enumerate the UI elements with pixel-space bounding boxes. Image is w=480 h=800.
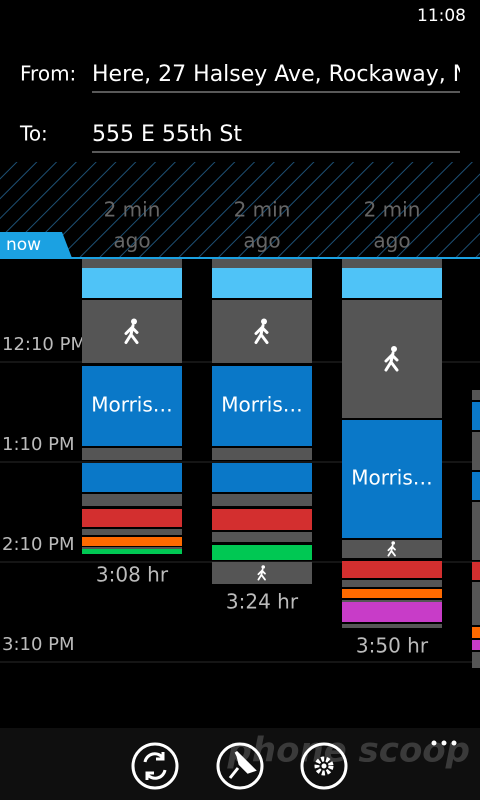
walk-body xyxy=(257,568,266,581)
duration: 3:24 hr xyxy=(226,590,299,614)
route-segment xyxy=(212,448,312,460)
hour-label: 3:10 PM xyxy=(2,634,75,655)
leg-label: Morris… xyxy=(351,466,433,490)
hour-label: 12:10 PM xyxy=(2,334,86,355)
route-segment xyxy=(212,258,312,268)
route-segment xyxy=(212,268,312,298)
route-segment xyxy=(342,268,442,298)
route-segment xyxy=(212,463,312,492)
route-segment xyxy=(342,420,442,538)
route-segment xyxy=(342,600,442,602)
now-tag xyxy=(0,232,72,258)
route-segment xyxy=(472,627,480,638)
from-label: From: xyxy=(20,62,76,86)
route-segment xyxy=(82,529,182,535)
route-segment xyxy=(472,502,480,560)
updated-line: ago xyxy=(373,229,410,253)
route-segment xyxy=(82,549,182,554)
route-segment xyxy=(212,366,312,446)
updated-line: 2 min xyxy=(234,198,291,222)
refresh-button[interactable] xyxy=(131,742,179,790)
route-segment xyxy=(82,366,182,446)
route-segment xyxy=(342,589,442,598)
route-segment xyxy=(472,582,480,625)
route-segment xyxy=(212,532,312,542)
route-column[interactable]: Morris… xyxy=(342,258,442,628)
route-segment xyxy=(342,602,442,622)
route-segment xyxy=(82,448,182,460)
walk-icon xyxy=(384,346,399,372)
duration: 3:50 hr xyxy=(356,634,429,658)
pin-button[interactable] xyxy=(216,742,264,790)
route-segment xyxy=(472,652,480,668)
route-segment xyxy=(472,472,480,500)
status-time: 11:08 xyxy=(417,6,466,26)
from-input[interactable]: Here, 27 Halsey Ave, Rockaway, N xyxy=(92,62,469,87)
walk-head xyxy=(261,565,265,569)
route-segment xyxy=(212,494,312,506)
updated-line: 2 min xyxy=(104,198,161,222)
route-segment xyxy=(82,268,182,298)
route-segment xyxy=(472,562,480,580)
route-segment xyxy=(342,580,442,587)
walk-head xyxy=(131,318,137,325)
now-label: now xyxy=(6,235,41,255)
walk-icon xyxy=(257,565,266,581)
route-segment xyxy=(342,624,442,628)
updated-line: ago xyxy=(243,229,280,253)
hour-label: 1:10 PM xyxy=(2,434,75,455)
to-input[interactable]: 555 E 55th St xyxy=(92,122,242,147)
walk-body xyxy=(124,324,139,344)
route-segment xyxy=(82,258,182,268)
updated-line: ago xyxy=(113,229,150,253)
walk-head xyxy=(391,346,397,352)
past-area xyxy=(0,162,480,258)
route-segment xyxy=(212,545,312,560)
walk-icon xyxy=(124,318,139,344)
walk-body xyxy=(384,351,399,372)
leg-label: Morris… xyxy=(221,393,303,417)
route-column[interactable]: Morris… xyxy=(82,258,182,554)
walk-head xyxy=(391,541,395,545)
to-label: To: xyxy=(19,122,48,146)
route-segment xyxy=(212,509,312,530)
hour-label: 2:10 PM xyxy=(2,534,75,555)
walk-body xyxy=(254,324,269,344)
walk-head xyxy=(261,318,267,325)
route-segment xyxy=(342,561,442,578)
route-segment xyxy=(82,494,182,506)
more-button[interactable] xyxy=(431,740,457,746)
updated-line: 2 min xyxy=(364,198,421,222)
walk-body xyxy=(387,544,396,557)
route-segment xyxy=(82,463,182,492)
route-segment xyxy=(472,432,480,470)
duration: 3:08 hr xyxy=(96,563,169,587)
route-segment xyxy=(82,509,182,527)
settings-button[interactable] xyxy=(300,742,348,790)
route-segment xyxy=(472,390,480,400)
route-segment xyxy=(82,547,182,549)
route-segment xyxy=(472,640,480,650)
route-segment xyxy=(472,402,480,430)
route-segment xyxy=(342,258,442,268)
route-segment xyxy=(82,537,182,546)
leg-label: Morris… xyxy=(91,393,173,417)
walk-icon xyxy=(387,541,396,557)
clip-mask xyxy=(460,50,480,90)
walk-icon xyxy=(254,318,269,344)
watermark: phone scoop xyxy=(227,731,470,771)
route-column[interactable]: Morris… xyxy=(212,258,312,584)
